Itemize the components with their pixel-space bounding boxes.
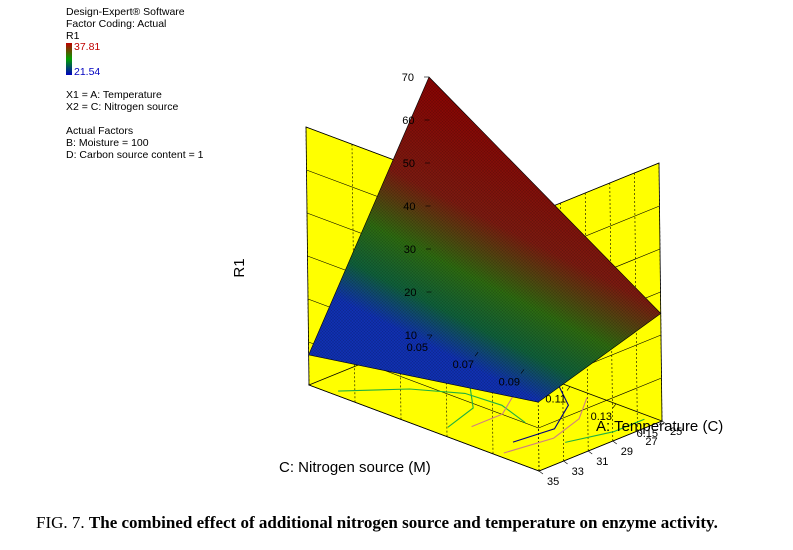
x-tick-mark	[566, 386, 571, 391]
x-tick-label: 0.07	[453, 359, 474, 371]
factor-coding-label: Factor Coding: Actual	[66, 18, 167, 30]
x-tick-label: 0.11	[545, 394, 566, 406]
x-tick-label: 0.09	[499, 376, 520, 388]
response-label: R1	[66, 30, 80, 42]
grid-line-right-y	[658, 162, 663, 422]
z-tick-label: 70	[402, 72, 414, 84]
y-tick-label: 27	[645, 436, 657, 448]
z-tick-label: 50	[403, 158, 415, 170]
x-tick-mark	[428, 334, 433, 340]
z-tick-label: 60	[402, 115, 414, 127]
y-tick-label: 31	[596, 456, 608, 468]
info-panel: Design-Expert® Software Factor Coding: A…	[66, 6, 203, 161]
surface-plot: 10 20 30 40 50 60 70 0.05 0.07 0.09 0.11 0.13 0.15 25…	[231, 72, 723, 488]
y-tick-mark	[588, 450, 593, 455]
grid-line-right-z	[538, 420, 663, 472]
colorbar: 37.81 21.54	[66, 41, 203, 78]
z-tick-label: 10	[405, 330, 417, 342]
z-tick-label: 40	[403, 201, 415, 213]
grid-line-right-z	[538, 377, 662, 429]
response-surface	[308, 76, 662, 403]
contour-line	[503, 397, 588, 454]
x-axis-label: C: Nitrogen source (M)	[279, 459, 431, 476]
x2-label: X2 = C: Nitrogen source	[66, 101, 179, 113]
y-tick-mark	[612, 440, 617, 445]
x-tick-label: 0.13	[591, 411, 612, 423]
contour-line	[338, 388, 526, 424]
x-tick-mark	[520, 369, 525, 374]
y-tick-label: 35	[547, 476, 559, 488]
figure-caption: FIG. 7. The combined effect of additiona…	[36, 513, 718, 533]
contour-line	[512, 382, 570, 443]
x1-label: X1 = A: Temperature	[66, 89, 162, 101]
caption-text: The combined effect of additional nitrog…	[88, 513, 718, 532]
x-tick-label: 0.15	[637, 428, 658, 440]
contour-line	[565, 418, 645, 443]
grid-line-left-x	[305, 126, 310, 386]
software-label: Design-Expert® Software	[66, 6, 185, 18]
y-tick-label: 29	[621, 446, 633, 458]
x-tick-mark	[658, 420, 663, 426]
y-tick-label: 33	[572, 466, 584, 478]
colorbar-max: 37.81	[74, 41, 101, 53]
z-tick-label: 30	[404, 244, 416, 256]
caption-prefix: FIG. 7.	[36, 513, 89, 532]
colorbar-gradient	[66, 43, 72, 75]
axis-ticks: 10 20 30 40 50 60 70 0.05 0.07 0.09 0.11 0.13 0.15 25…	[402, 72, 683, 488]
z-tick-label: 20	[404, 287, 416, 299]
y-tick-mark	[661, 420, 667, 425]
y-axis-label: A: Temperature (C)	[596, 418, 723, 435]
factor-b-label: B: Moisture = 100	[66, 137, 149, 149]
actual-factors-title: Actual Factors	[66, 125, 134, 137]
x-tick-mark	[474, 352, 479, 357]
x-tick-label: 0.05	[407, 342, 428, 354]
y-tick-label: 25	[670, 426, 682, 438]
x-tick-mark	[612, 403, 617, 408]
z-axis-label: R1	[231, 258, 248, 277]
colorbar-min: 21.54	[74, 66, 101, 78]
grid-line-right-z	[535, 162, 660, 214]
y-tick-mark	[563, 460, 568, 465]
y-tick-mark	[538, 470, 544, 475]
y-tick-mark	[637, 430, 642, 435]
surface-mesh	[308, 77, 661, 403]
factor-d-label: D: Carbon source content = 1	[66, 149, 204, 161]
grid-line-left-z	[308, 384, 540, 472]
